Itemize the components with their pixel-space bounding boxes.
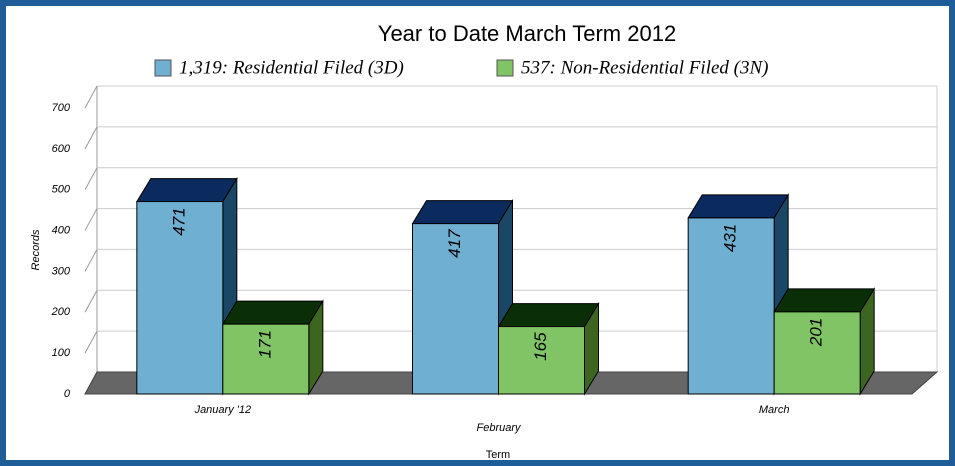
y-tick-label: 600 xyxy=(52,143,71,155)
bar xyxy=(773,311,861,395)
bar-top xyxy=(135,178,238,203)
x-tick-label: January '12 xyxy=(194,404,252,416)
y-tick-label: 0 xyxy=(64,388,71,400)
grid-line-side xyxy=(84,290,98,313)
legend-label: 537: Non-Residential Filed (3N) xyxy=(521,57,768,78)
chart-title: Year to Date March Term 2012 xyxy=(378,21,676,46)
bar xyxy=(687,217,775,395)
y-tick-label: 400 xyxy=(52,224,71,236)
bar-top xyxy=(497,303,600,328)
data-label: 165 xyxy=(531,332,550,361)
x-axis-label: Term xyxy=(486,449,510,461)
y-tick-label: 700 xyxy=(52,102,71,114)
legend-swatch xyxy=(154,59,172,77)
bar-top xyxy=(773,288,876,313)
grid-line-side xyxy=(84,126,98,150)
grid-line-side xyxy=(84,85,98,109)
grid-line-side xyxy=(84,330,98,354)
bar-top xyxy=(221,300,324,325)
x-tick-label: March xyxy=(759,404,790,416)
bar-top xyxy=(411,200,514,225)
bar xyxy=(222,323,310,395)
y-tick-label: 200 xyxy=(51,306,71,318)
bar xyxy=(412,223,499,395)
legend-swatch xyxy=(496,59,514,77)
grid-line-side xyxy=(84,249,98,272)
grid-line-side xyxy=(84,167,98,190)
y-tick-label: 500 xyxy=(52,184,71,196)
data-label: 471 xyxy=(169,207,188,235)
data-label: 417 xyxy=(445,229,464,258)
y-tick-label: 300 xyxy=(52,265,71,277)
bar xyxy=(136,201,224,395)
legend-label: 1,319: Residential Filed (3D) xyxy=(179,57,404,78)
y-tick-label: 100 xyxy=(52,347,71,359)
bar xyxy=(498,326,585,395)
data-label: 171 xyxy=(255,330,274,358)
grid-line-side xyxy=(84,208,98,231)
data-label: 201 xyxy=(807,318,826,347)
data-label: 431 xyxy=(721,224,740,252)
bar-top xyxy=(687,194,790,219)
y-axis-label: Records xyxy=(30,229,42,270)
x-tick-label: February xyxy=(476,422,522,434)
